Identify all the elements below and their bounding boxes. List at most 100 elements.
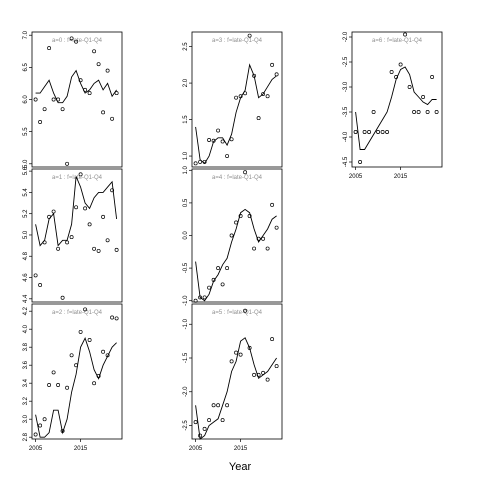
data-point xyxy=(238,94,243,99)
data-point xyxy=(69,353,74,358)
data-point xyxy=(101,214,106,219)
data-point xyxy=(421,95,426,99)
x-tick-label: 2015 xyxy=(394,174,408,180)
panel-frame xyxy=(351,31,443,168)
data-point xyxy=(353,130,358,134)
data-point xyxy=(220,418,225,423)
data-point xyxy=(47,214,52,219)
y-tick-label: 5.2 xyxy=(23,209,29,218)
x-tick-label: 2015 xyxy=(74,446,88,452)
panel-title: a=6 : f=late-Q1-Q4 xyxy=(372,38,423,44)
y-tick-label: 3.8 xyxy=(23,342,29,351)
data-point xyxy=(211,138,216,143)
data-point xyxy=(92,381,97,386)
data-point xyxy=(238,352,243,357)
data-point xyxy=(38,423,43,428)
data-point xyxy=(265,377,270,382)
panel-title: a=1 : f=late-Q1-Q4 xyxy=(52,175,103,181)
data-point xyxy=(193,161,198,166)
data-point xyxy=(398,62,403,67)
y-tick-label: 7.0 xyxy=(23,30,29,39)
data-point xyxy=(83,307,88,312)
y-tick-label: 2.8 xyxy=(23,432,29,441)
data-point xyxy=(42,240,47,245)
data-point xyxy=(274,225,279,230)
panel-title: a=2 : f=late-Q1-Q4 xyxy=(52,310,103,316)
data-point xyxy=(51,370,56,375)
data-point xyxy=(252,246,257,251)
data-point xyxy=(110,116,115,121)
x-tick-label: 2005 xyxy=(29,446,43,452)
data-point xyxy=(261,92,266,96)
data-point xyxy=(65,161,70,166)
data-point xyxy=(256,116,261,121)
data-point xyxy=(256,372,261,377)
panel-3: a=3 : f=late-Q1-Q4 1.0 1.5 2.0 2.5 xyxy=(183,31,283,168)
y-tick-label: -1.5 xyxy=(183,352,189,363)
data-point xyxy=(234,95,239,100)
data-point xyxy=(83,206,88,211)
y-tick-label: 1.0 xyxy=(183,165,189,174)
data-point xyxy=(234,220,239,225)
data-point xyxy=(247,213,252,218)
fitted-line xyxy=(355,66,437,150)
data-point xyxy=(69,36,74,41)
y-tick-label: 4.6 xyxy=(23,273,29,282)
y-tick-label: 6.5 xyxy=(23,63,29,72)
data-point xyxy=(407,85,412,89)
y-tick-label: 6.0 xyxy=(23,95,29,104)
data-point xyxy=(78,78,83,83)
fitted-line xyxy=(195,63,277,165)
data-point xyxy=(207,418,212,423)
data-point xyxy=(96,374,101,378)
y-tick-label: -3.5 xyxy=(343,106,349,117)
data-point xyxy=(385,130,390,134)
x-tick-label: 2015 xyxy=(234,446,248,452)
y-tick-label: 3.6 xyxy=(23,360,29,369)
fitted-line xyxy=(35,176,118,247)
data-point xyxy=(389,70,394,74)
y-tick-label: 1.5 xyxy=(183,115,189,124)
data-point xyxy=(198,433,203,438)
data-point xyxy=(78,172,83,177)
data-point xyxy=(229,137,234,142)
data-point xyxy=(114,316,119,321)
data-point xyxy=(38,283,43,287)
data-point xyxy=(367,130,372,134)
data-point xyxy=(270,202,275,207)
data-point xyxy=(270,337,275,342)
data-point xyxy=(193,420,198,425)
data-point xyxy=(47,383,52,387)
data-point xyxy=(96,62,101,67)
data-point xyxy=(47,46,52,51)
data-point xyxy=(51,97,56,102)
data-point xyxy=(87,91,92,96)
data-point xyxy=(74,205,79,210)
data-point xyxy=(198,295,203,300)
data-point xyxy=(69,235,74,240)
y-tick-label: -3.0 xyxy=(343,81,349,92)
data-point xyxy=(60,428,65,433)
data-point xyxy=(33,432,38,437)
panel-frame xyxy=(191,303,283,440)
data-point xyxy=(265,246,270,251)
data-point xyxy=(238,213,243,218)
y-tick-label: -1.0 xyxy=(183,295,189,306)
y-tick-label: -2.5 xyxy=(343,56,349,67)
fitted-line xyxy=(35,69,117,104)
panel-title: a=5 : f=late-Q1-Q4 xyxy=(212,310,263,316)
data-point xyxy=(114,91,119,96)
panel-frame xyxy=(191,31,283,168)
data-point xyxy=(60,295,65,300)
y-tick-label: -1.0 xyxy=(183,318,189,329)
data-point xyxy=(42,417,47,422)
data-point xyxy=(33,273,38,278)
panel-frame xyxy=(31,31,123,168)
data-point xyxy=(434,110,439,114)
y-tick-label: 4.4 xyxy=(23,294,29,303)
y-tick-label: -2.0 xyxy=(183,386,189,397)
data-point xyxy=(92,49,97,54)
data-point xyxy=(220,139,225,144)
data-point xyxy=(252,372,257,377)
data-point xyxy=(394,75,399,79)
